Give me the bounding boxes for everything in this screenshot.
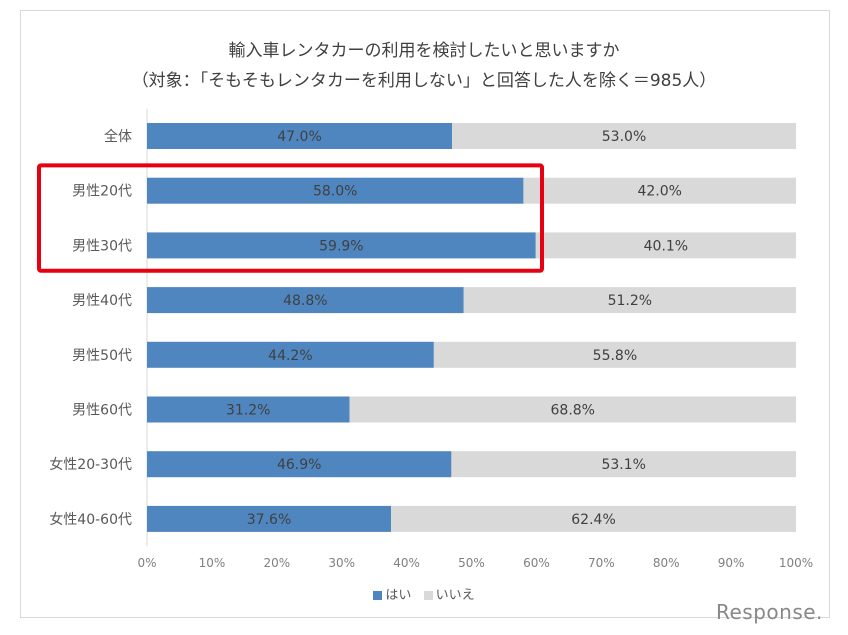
x-tick-label-7: 70% <box>588 556 615 570</box>
data-label-yes-5: 31.2% <box>226 403 270 419</box>
x-tick-label-5: 50% <box>458 556 485 570</box>
data-label-no-7: 62.4% <box>571 512 615 528</box>
bar-no-5 <box>349 396 796 423</box>
category-label-3: 男性40代 <box>72 293 132 309</box>
category-label-7: 女性40-60代 <box>49 511 132 528</box>
legend-swatch-no <box>423 591 433 600</box>
x-tick-label-9: 90% <box>718 556 745 570</box>
data-label-yes-2: 59.9% <box>319 238 363 254</box>
category-label-5: 男性60代 <box>72 403 132 419</box>
bar-yes-2 <box>147 232 536 259</box>
data-label-no-3: 51.2% <box>608 293 652 309</box>
chart-title: 輸入車レンタカーの利用を検討したいと思いますか <box>228 41 620 61</box>
legend-swatch-yes <box>373 591 383 600</box>
bar-no-2 <box>535 232 796 259</box>
bar-yes-6 <box>147 451 452 478</box>
bar-no-3 <box>463 287 796 314</box>
x-tick-label-10: 100% <box>779 556 813 570</box>
data-label-no-6: 53.1% <box>601 457 645 473</box>
chart-subtitle: （対象：「そもそもレンタカーを利用しない」と回答した人を除く＝985人） <box>131 71 717 91</box>
bar-yes-4 <box>147 341 434 368</box>
bar-no-6 <box>451 451 796 478</box>
x-tick-label-2: 20% <box>263 556 290 570</box>
legend-label-yes: はい <box>385 588 412 603</box>
bar-yes-5 <box>147 396 350 423</box>
x-tick-label-3: 30% <box>328 556 355 570</box>
bar-yes-7 <box>147 505 392 532</box>
data-label-yes-4: 44.2% <box>268 348 312 364</box>
category-label-2: 男性30代 <box>72 238 132 254</box>
data-label-yes-7: 37.6% <box>247 512 291 528</box>
legend-label-no: いいえ <box>435 588 475 603</box>
data-label-yes-6: 46.9% <box>277 457 321 473</box>
bar-yes-3 <box>147 287 464 314</box>
x-tick-label-8: 80% <box>653 556 680 570</box>
category-label-6: 女性20-30代 <box>49 456 132 473</box>
data-label-no-5: 68.8% <box>551 403 595 419</box>
legend: はい いいえ <box>0 584 848 603</box>
category-label-0: 全体 <box>104 128 132 145</box>
legend-item-yes: はい <box>373 584 411 603</box>
category-label-1: 男性20代 <box>72 184 132 200</box>
data-label-no-4: 55.8% <box>593 348 637 364</box>
category-label-4: 男性50代 <box>72 348 132 364</box>
data-label-no-1: 42.0% <box>637 184 681 200</box>
legend-item-no: いいえ <box>423 584 475 603</box>
x-tick-label-0: 0% <box>137 556 156 570</box>
bar-yes-0 <box>147 123 453 149</box>
bar-no-0 <box>452 123 796 149</box>
bar-no-1 <box>523 177 796 204</box>
bar-no-4 <box>433 341 796 368</box>
x-tick-label-1: 10% <box>199 556 226 570</box>
x-tick-label-6: 60% <box>523 556 550 570</box>
bar-yes-1 <box>147 177 524 204</box>
highlight-box <box>37 163 544 273</box>
data-label-no-2: 40.1% <box>644 238 688 254</box>
data-label-no-0: 53.0% <box>602 129 646 145</box>
data-label-yes-3: 48.8% <box>283 293 327 309</box>
x-tick-label-4: 40% <box>393 556 420 570</box>
bar-no-7 <box>391 505 796 532</box>
response-logo: Response. <box>716 600 823 624</box>
data-label-yes-0: 47.0% <box>277 129 321 145</box>
data-label-yes-1: 58.0% <box>313 184 357 200</box>
